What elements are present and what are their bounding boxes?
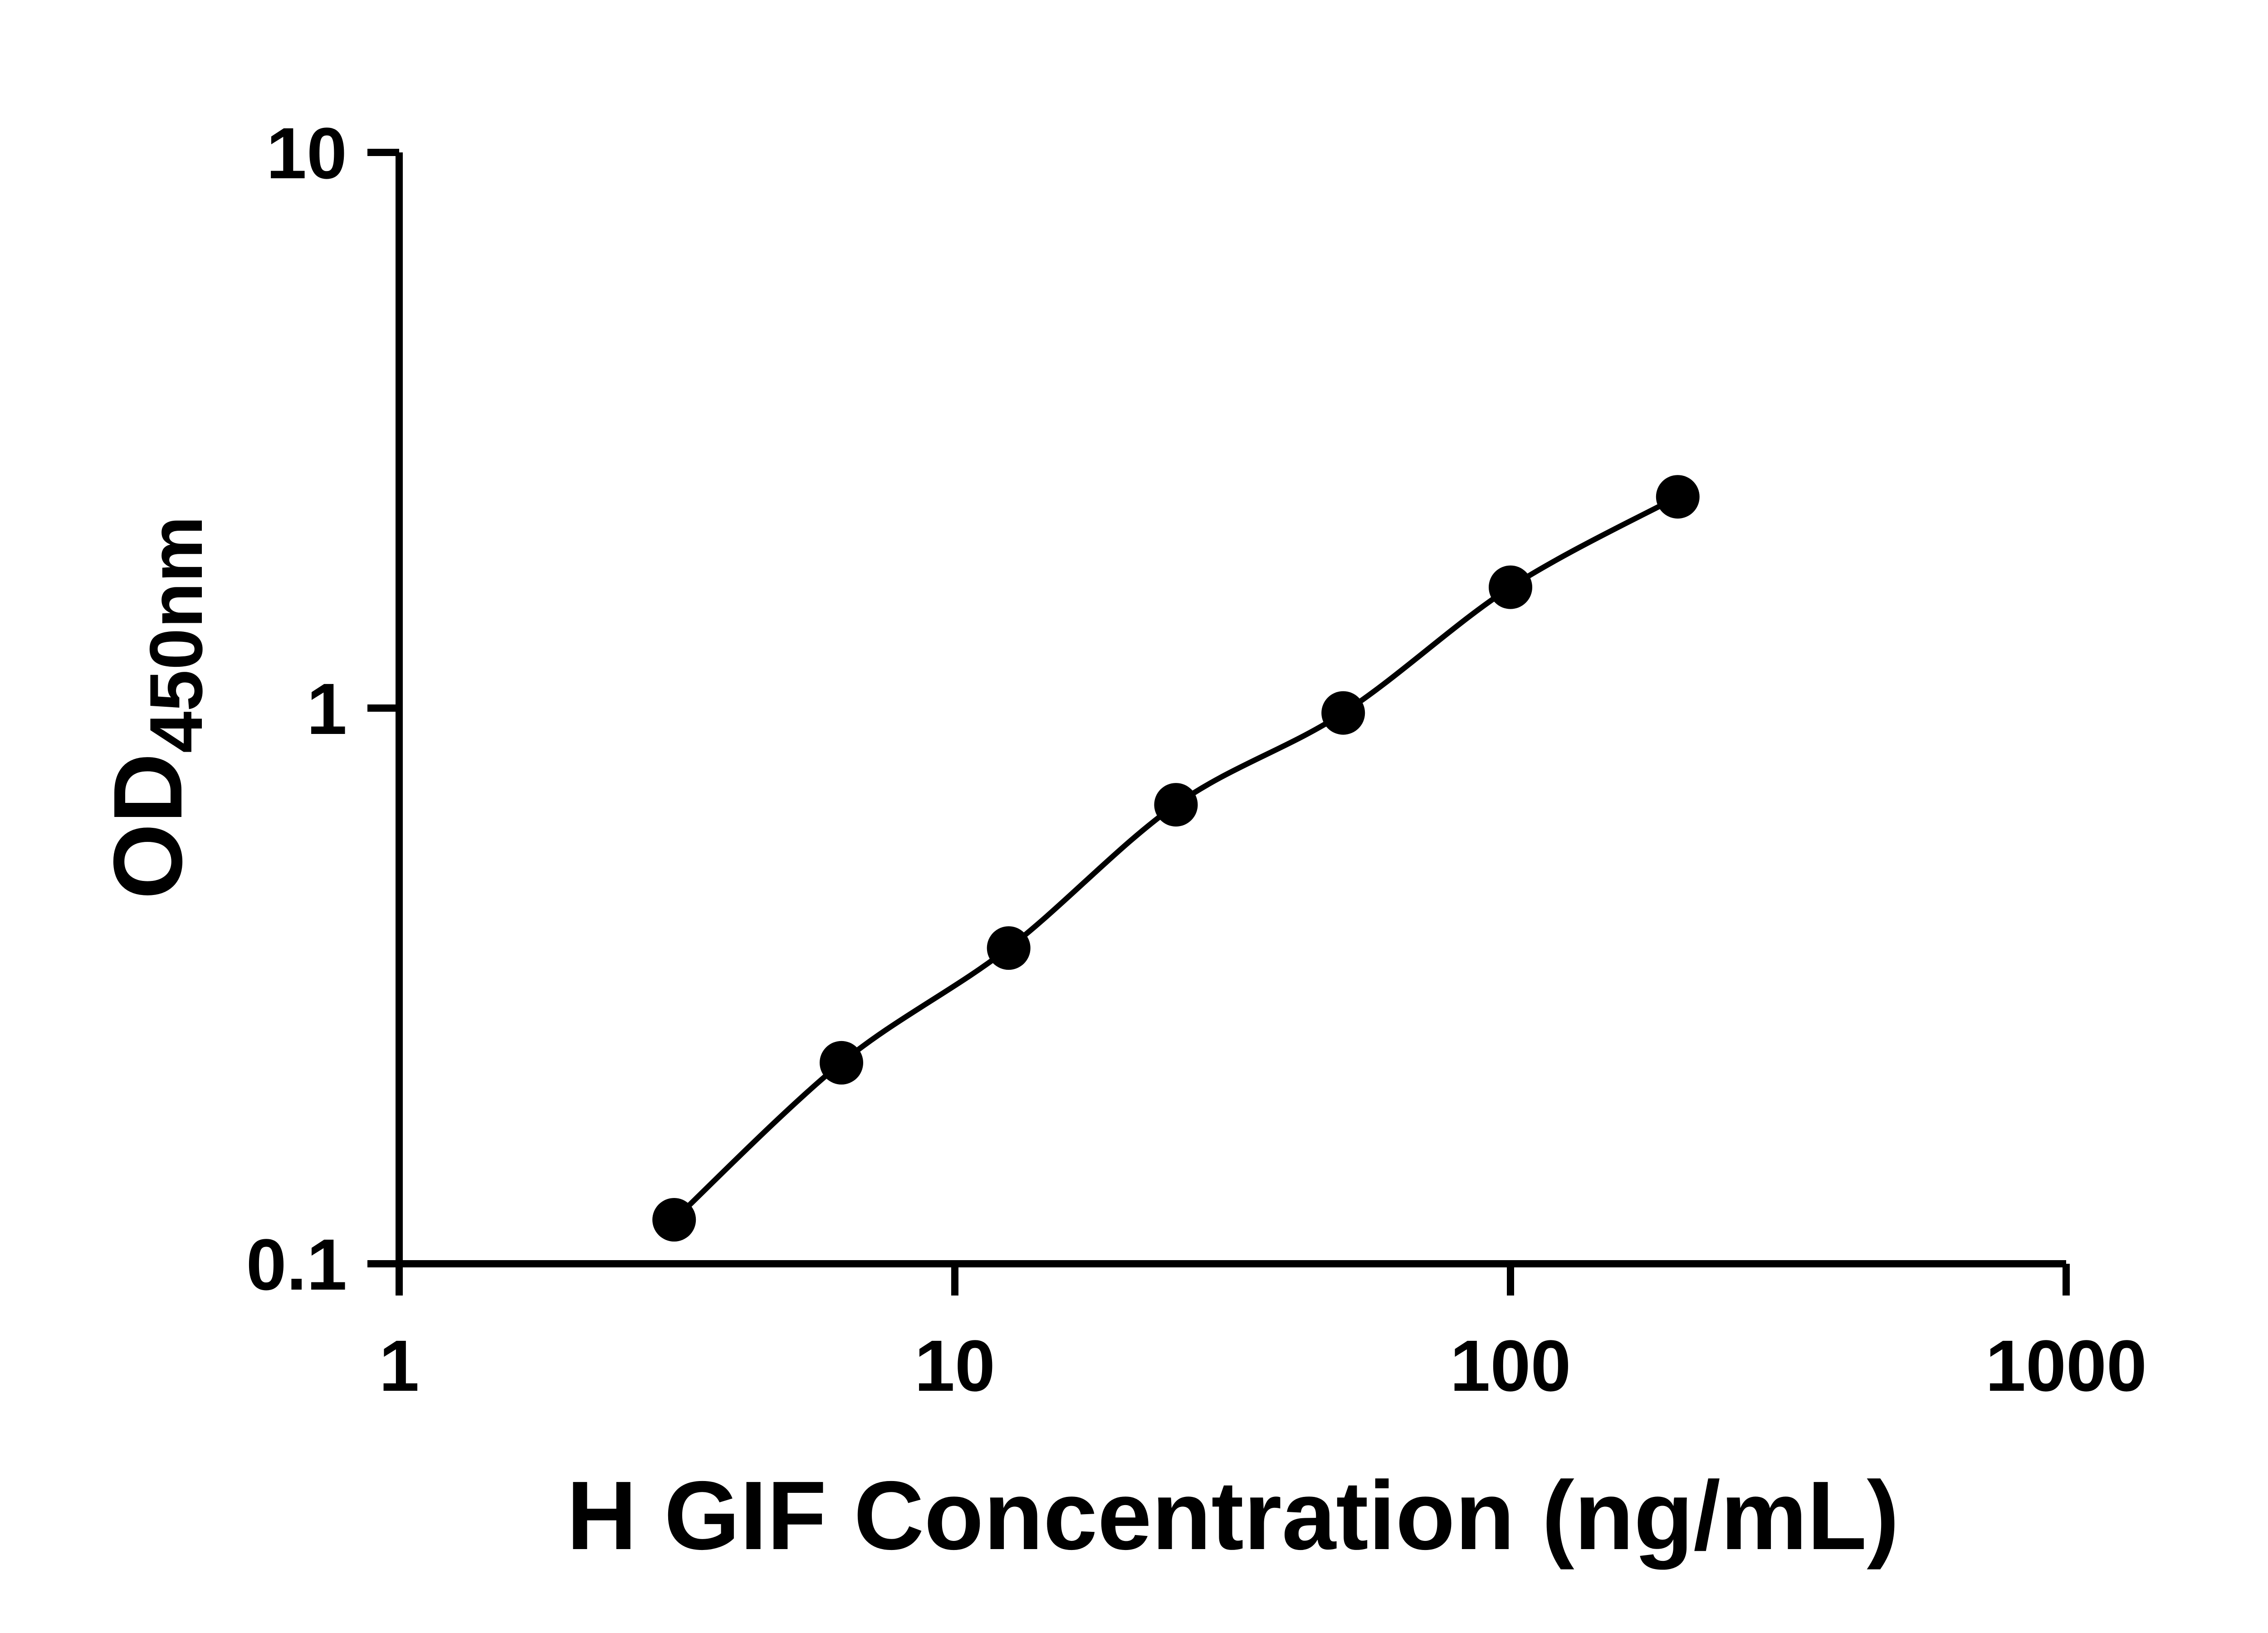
data-point	[1154, 783, 1198, 827]
x-tick-labels: 1 10 100 1000	[379, 1325, 2147, 1406]
y-tick-labels: 0.1 1 10	[246, 112, 347, 1305]
x-tick-label: 1	[379, 1325, 420, 1406]
y-axis-title: OD450nm	[93, 516, 218, 899]
data-point	[820, 1041, 863, 1085]
data-point	[652, 1198, 696, 1242]
data-point	[1656, 475, 1700, 519]
x-tick-label: 100	[1450, 1325, 1571, 1406]
x-ticks	[396, 1264, 2070, 1296]
x-tick-label: 1000	[1985, 1325, 2147, 1406]
x-axis-title: H GIF Concentration (ng/mL)	[567, 1461, 1899, 1570]
standard-curve-line	[672, 494, 1679, 1222]
y-ticks	[367, 149, 399, 1267]
x-tick-label: 10	[914, 1325, 995, 1406]
y-axis-title-subscript: 450nm	[134, 516, 218, 753]
series-layer	[652, 475, 1700, 1242]
data-point	[1489, 565, 1532, 609]
y-tick-label: 1	[307, 668, 347, 749]
data-point	[1321, 691, 1365, 735]
y-axis-title-main: OD	[93, 753, 202, 900]
data-point	[987, 926, 1031, 970]
y-tick-label: 0.1	[246, 1224, 347, 1305]
y-tick-label: 10	[266, 112, 347, 194]
axis-lines	[396, 152, 2066, 1267]
